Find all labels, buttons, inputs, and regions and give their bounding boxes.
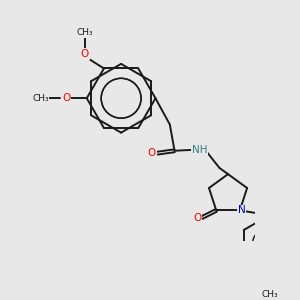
Text: O: O bbox=[81, 49, 89, 59]
Text: CH₃: CH₃ bbox=[261, 290, 278, 299]
Text: CH₃: CH₃ bbox=[32, 94, 49, 103]
Text: N: N bbox=[238, 206, 246, 215]
Text: O: O bbox=[148, 148, 156, 158]
Text: CH₃: CH₃ bbox=[76, 28, 93, 37]
Text: NH: NH bbox=[192, 145, 207, 155]
Text: O: O bbox=[62, 93, 70, 103]
Text: O: O bbox=[193, 213, 201, 223]
